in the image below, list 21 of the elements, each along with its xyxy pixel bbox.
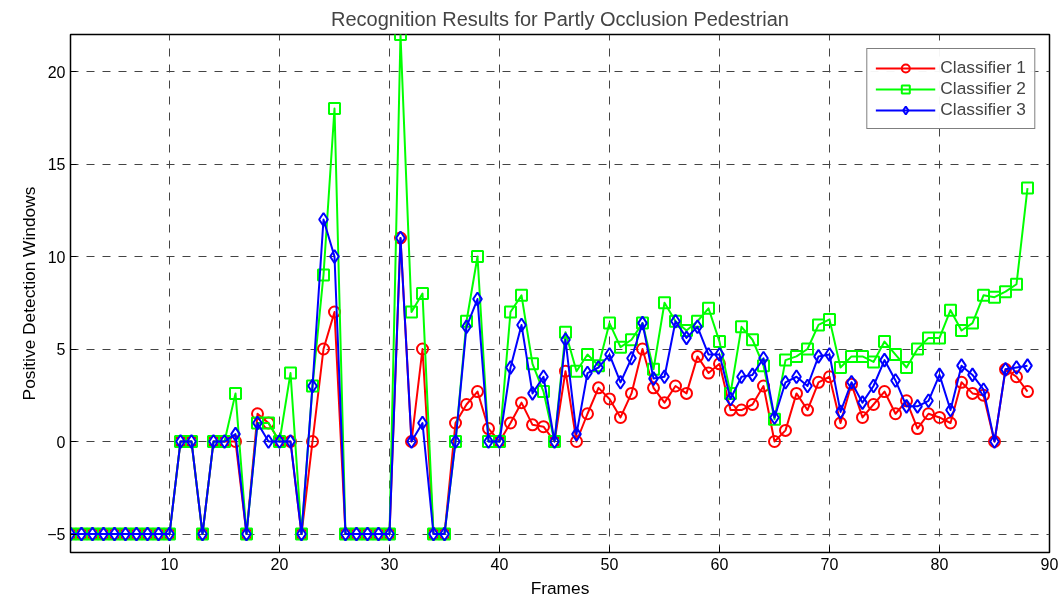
legend-label: Classifier 1	[940, 57, 1026, 78]
legend-label: Classifier 2	[940, 78, 1026, 99]
x-axis-title: Frames	[530, 577, 590, 598]
x-tick-label: 10	[160, 555, 179, 573]
y-tick-label: 10	[47, 248, 66, 266]
x-tick-label: 40	[490, 555, 509, 573]
x-tick-label: 60	[710, 555, 729, 573]
y-tick-label: 15	[47, 156, 66, 173]
chart-title: Recognition Results for Partly Occlusion Pedestrian	[331, 7, 790, 30]
y-tick-label: 20	[47, 63, 66, 81]
x-tick-label: 90	[1040, 555, 1059, 573]
x-tick-label: 30	[380, 555, 399, 573]
legend-label: Classifier 3	[940, 99, 1026, 120]
x-tick-label: 50	[600, 555, 619, 573]
y-axis-title: Positive Detection Windows	[19, 186, 40, 401]
x-tick-label: 70	[820, 555, 839, 573]
y-tick-label: 5	[56, 341, 66, 358]
x-tick-label: 20	[270, 555, 289, 573]
x-tick-label: 80	[930, 555, 949, 573]
y-tick-label: 0	[56, 433, 66, 451]
y-tick-label: −5	[47, 526, 66, 543]
